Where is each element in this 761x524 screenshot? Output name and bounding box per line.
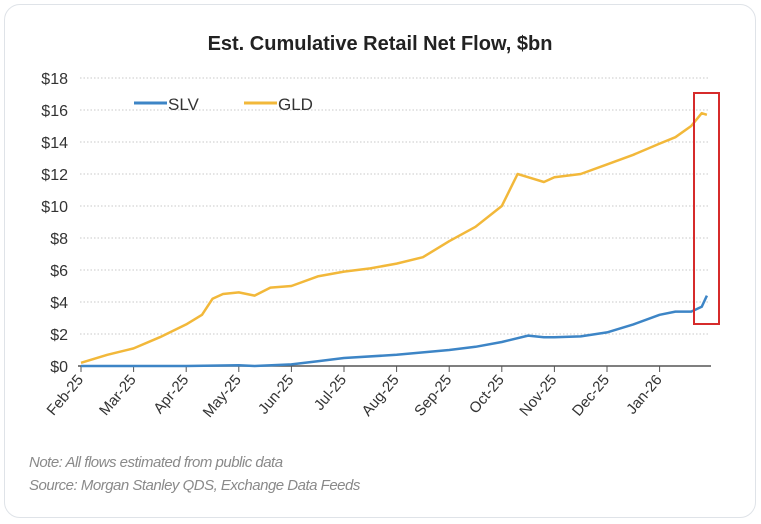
- y-tick-label: $0: [50, 359, 68, 376]
- series-line-gld: [80, 111, 708, 364]
- legend: SLV GLD: [134, 95, 313, 114]
- y-tick-label: $18: [41, 71, 68, 88]
- x-tick-label: Feb-25: [43, 372, 87, 419]
- y-tick-label: $16: [41, 103, 68, 120]
- y-tick-label: $14: [41, 135, 68, 152]
- x-tick-label: Oct-25: [466, 372, 508, 417]
- chart-title: Est. Cumulative Retail Net Flow, $bn: [208, 33, 553, 55]
- x-tick-label: Sep-25: [411, 372, 455, 420]
- y-tick-label: $8: [50, 231, 68, 248]
- x-tick-label: Jul-25: [311, 372, 350, 414]
- chart-card: [4, 4, 756, 518]
- y-tick-label: $10: [41, 199, 68, 216]
- x-tick-label: Aug-25: [359, 372, 403, 420]
- x-tick-label: Jun-25: [255, 372, 298, 418]
- x-tick-label: Nov-25: [516, 372, 560, 420]
- chart-source: Source: Morgan Stanley QDS, Exchange Dat…: [29, 477, 360, 494]
- highlight-box: [693, 92, 720, 325]
- x-tick-label: Dec-25: [569, 372, 613, 420]
- y-tick-label: $12: [41, 167, 68, 184]
- legend-label-slv: SLV: [168, 95, 200, 114]
- x-tick-label: Apr-25: [150, 372, 192, 417]
- y-tick-label: $4: [50, 295, 68, 312]
- x-tick-label: May-25: [200, 372, 245, 421]
- series-line-slv: [81, 295, 709, 368]
- chart-note: Note: All flows estimated from public da…: [29, 454, 283, 471]
- y-tick-label: $2: [50, 327, 68, 344]
- y-tick-label: $6: [50, 263, 68, 280]
- x-tick-label: Mar-25: [96, 372, 140, 419]
- x-tick-label: Jan-26: [623, 372, 666, 418]
- legend-label-gld: GLD: [278, 95, 313, 114]
